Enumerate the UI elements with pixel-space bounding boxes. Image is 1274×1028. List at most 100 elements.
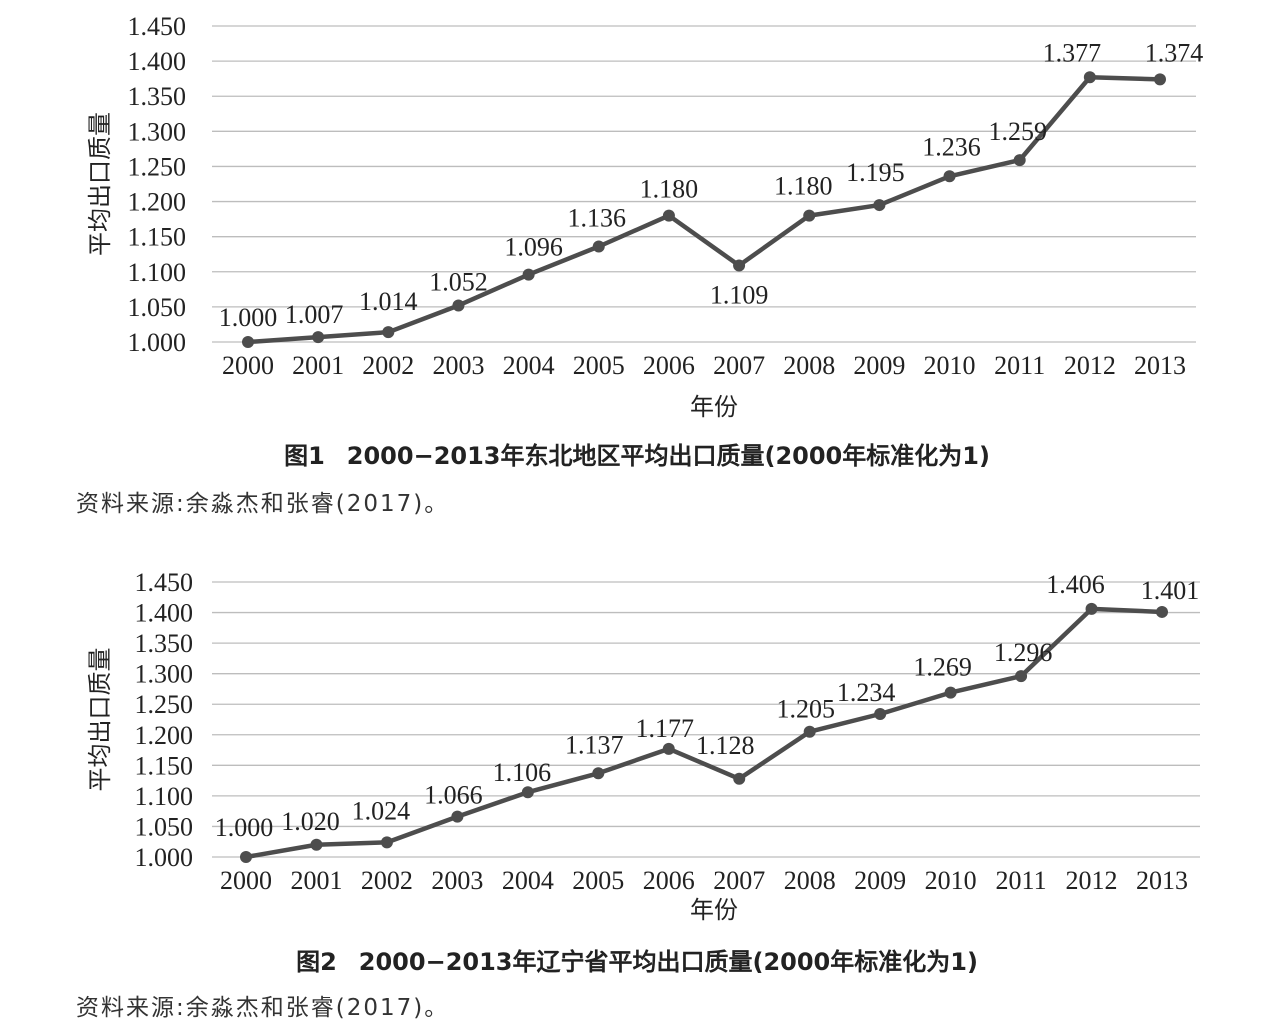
data-label: 1.014: [359, 287, 418, 316]
data-label: 1.205: [776, 695, 835, 724]
data-point: [662, 209, 675, 222]
y-tick-label: 1.250: [135, 690, 194, 719]
y-tick-label: 1.000: [128, 328, 187, 357]
y-tick-label: 1.200: [128, 188, 187, 217]
data-point: [1083, 71, 1096, 84]
data-point: [312, 331, 325, 344]
x-tick-label: 2007: [713, 351, 765, 380]
data-point: [874, 708, 887, 720]
chart-2: 1.000 1.050 1.100 1.150 1.200 1.250 1.300 1.350…: [0, 560, 1274, 945]
data-point: [803, 725, 816, 738]
x-tick-label: 2005: [572, 866, 624, 895]
x-tick-label: 2010: [925, 866, 977, 895]
x-tick-label: 2002: [361, 866, 413, 895]
series-line: [243, 606, 1165, 860]
data-label: 1.109: [710, 280, 769, 309]
x-axis-title: 年份: [690, 393, 738, 421]
x-tick-label: 2003: [431, 866, 483, 895]
y-tick-label: 1.050: [135, 812, 194, 841]
figure-1-number: 图1: [284, 442, 325, 470]
data-points: [242, 71, 1166, 348]
data-label: 1.234: [837, 678, 896, 707]
data-point: [944, 686, 957, 699]
data-point: [521, 786, 534, 799]
x-tick-label: 2009: [854, 866, 906, 895]
data-label: 1.137: [565, 730, 624, 759]
data-label: 1.007: [285, 300, 344, 329]
figure-1-caption: 图1 2000−2013年东北地区平均出口质量(2000年标准化为1): [0, 436, 1274, 471]
x-axis-title: 年份: [690, 896, 738, 924]
data-point: [380, 836, 393, 849]
y-axis-title: 平均出口质量: [86, 648, 114, 792]
data-point: [1156, 605, 1168, 618]
y-tick-label: 1.300: [128, 117, 187, 146]
y-tick-label: 1.350: [135, 629, 194, 658]
data-label: 1.195: [846, 158, 905, 187]
x-tick-label: 2006: [643, 866, 695, 895]
y-axis-title: 平均出口质量: [86, 112, 114, 256]
y-tick-label: 1.100: [135, 782, 194, 811]
data-label: 1.377: [1043, 38, 1102, 67]
data-label: 1.180: [640, 175, 699, 204]
x-tick-label: 2001: [292, 351, 344, 380]
data-point: [943, 170, 956, 183]
y-tick-label: 1.400: [135, 599, 194, 628]
x-tick-label: 2007: [713, 866, 765, 895]
y-tick-label: 1.000: [135, 843, 194, 872]
y-tick-label: 1.450: [135, 568, 194, 597]
y-tick-labels: 1.000 1.050 1.100 1.150 1.200 1.250 1.300 1.350…: [128, 12, 187, 357]
x-tick-label: 2005: [573, 351, 625, 380]
data-label: 1.052: [429, 267, 488, 296]
x-tick-label: 2011: [994, 351, 1045, 380]
data-point: [240, 851, 252, 863]
data-label: 1.374: [1145, 38, 1204, 67]
y-tick-label: 1.150: [128, 223, 187, 252]
data-label: 1.269: [913, 653, 972, 682]
y-tick-label: 1.250: [128, 152, 187, 181]
gridlines: [212, 25, 1196, 343]
data-point: [662, 742, 675, 755]
x-tick-label: 2004: [502, 866, 554, 895]
x-tick-label: 2006: [643, 351, 695, 380]
data-point: [310, 838, 323, 851]
y-tick-label: 1.300: [135, 660, 194, 689]
x-tick-label: 2002: [362, 351, 414, 380]
y-tick-label: 1.400: [128, 47, 187, 76]
figure-1-source: 资料来源:余淼杰和张睿(2017)。: [76, 491, 450, 517]
x-tick-label: 2011: [996, 866, 1047, 895]
data-point: [1085, 602, 1098, 615]
data-label: 1.136: [568, 203, 627, 232]
data-label: 1.096: [504, 233, 563, 262]
data-point: [382, 326, 395, 339]
data-label: 1.296: [994, 638, 1053, 667]
figure-2-caption: 图2 2000−2013年辽宁省平均出口质量(2000年标准化为1): [0, 942, 1274, 977]
figure-2-title: 2000−2013年辽宁省平均出口质量(2000年标准化为1): [358, 948, 978, 976]
figure-1-title: 2000−2013年东北地区平均出口质量(2000年标准化为1): [346, 442, 990, 470]
x-tick-label: 2008: [783, 351, 835, 380]
x-tick-label: 2009: [853, 351, 905, 380]
data-label: 1.236: [922, 132, 981, 161]
data-point: [873, 199, 886, 212]
x-tick-label: 2004: [503, 351, 555, 380]
y-tick-labels: 1.0001.0501.1001.1501.2001.2501.3001.350…: [135, 568, 194, 872]
data-label: 1.180: [774, 172, 833, 201]
x-tick-label: 2013: [1136, 866, 1188, 895]
y-tick-label: 1.050: [128, 293, 187, 322]
data-label: 1.024: [352, 796, 411, 825]
chart-2-svg: 1.0001.0501.1001.1501.2001.2501.3001.350…: [86, 568, 1200, 924]
x-tick-label: 2013: [1134, 351, 1186, 380]
data-label: 1.406: [1046, 570, 1105, 599]
x-tick-labels: 2000 2001 2002 2003 2004 2005 2006 2007 2008 2009…: [222, 351, 1186, 380]
data-label: 1.000: [219, 303, 278, 332]
y-tick-label: 1.450: [128, 12, 187, 41]
data-label: 1.106: [493, 758, 552, 787]
y-tick-label: 1.150: [135, 751, 194, 780]
x-tick-label: 2003: [432, 351, 484, 380]
data-label: 1.000: [215, 813, 274, 842]
y-tick-label: 1.100: [128, 258, 187, 287]
series-line: [245, 75, 1163, 345]
y-tick-label: 1.350: [128, 82, 187, 111]
data-label: 1.259: [988, 117, 1047, 146]
data-label: 1.020: [281, 807, 340, 836]
